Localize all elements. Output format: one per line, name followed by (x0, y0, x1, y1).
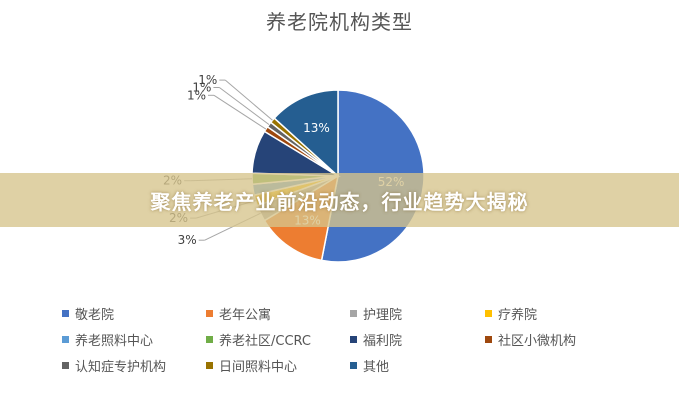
legend-item-7: 福利院 (350, 330, 485, 349)
legend-label-5: 养老照料中心 (75, 333, 154, 349)
legend-item-10: 日间照料中心 (206, 356, 350, 375)
legend-swatch-9 (62, 361, 69, 369)
legend-label-11: 其他 (363, 359, 390, 375)
legend-swatch-3 (350, 309, 357, 317)
legend-item-4: 疗养院 (485, 304, 635, 323)
legend-item-11: 其他 (350, 356, 485, 375)
overlay-banner: 聚焦养老产业前沿动态，行业趋势大揭秘 (0, 173, 679, 227)
legend-item-6: 养老社区/CCRC (206, 330, 350, 349)
legend-label-4: 疗养院 (498, 307, 538, 323)
legend-swatch-8 (485, 335, 492, 343)
legend-label-2: 老年公寓 (219, 307, 272, 323)
legend-swatch-11 (350, 361, 357, 369)
legend-label-6: 养老社区/CCRC (219, 333, 311, 349)
legend-item-5: 养老照料中心 (62, 330, 206, 349)
pie-slice-11 (273, 89, 339, 178)
banner-text: 聚焦养老产业前沿动态，行业趋势大揭秘 (150, 189, 529, 214)
data-label-11: 13% (303, 121, 330, 135)
legend-swatch-10 (206, 361, 213, 369)
legend-swatch-6 (206, 335, 213, 343)
legend-swatch-1 (62, 309, 69, 317)
legend-swatch-7 (350, 335, 357, 343)
leader-line-8 (213, 94, 267, 130)
legend-swatch-5 (62, 335, 69, 343)
data-label-3: 3% (178, 233, 197, 247)
legend-item-3: 护理院 (350, 304, 485, 323)
legend-item-9: 认知症专护机构 (62, 356, 206, 375)
data-label-10: 1% (198, 73, 217, 87)
legend-item-2: 老年公寓 (206, 304, 350, 323)
pie-chart: 52%13%3%2%2%1%1%1%13% (163, 73, 425, 263)
leader-line-10 (224, 79, 273, 121)
data-label-9: 1% (192, 81, 211, 95)
legend-swatch-2 (206, 309, 213, 317)
chart-legend: 敬老院 老年公寓 护理院 疗养院养老照料中心 养老社区/CCRC 福利院 社区小微机构认知症… (62, 304, 662, 375)
data-label-8: 1% (187, 88, 206, 102)
legend-label-1: 敬老院 (75, 307, 115, 323)
legend-item-8: 社区小微机构 (485, 330, 635, 349)
chart-title: 养老院机构类型 (266, 10, 413, 34)
legend-label-7: 福利院 (363, 333, 403, 349)
legend-label-10: 日间照料中心 (219, 359, 298, 375)
legend-label-8: 社区小微机构 (498, 333, 577, 349)
legend-label-9: 认知症专护机构 (75, 359, 167, 375)
legend-swatch-4 (485, 309, 492, 317)
legend-label-3: 护理院 (363, 307, 403, 323)
legend-item-1: 敬老院 (62, 304, 206, 323)
leader-line-9 (219, 87, 270, 126)
